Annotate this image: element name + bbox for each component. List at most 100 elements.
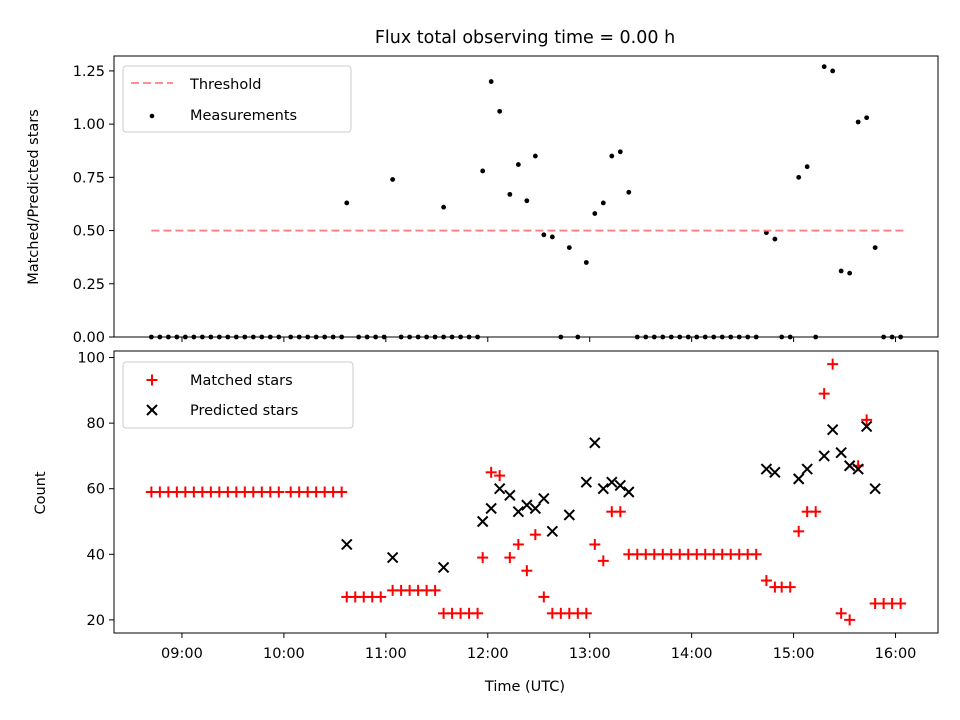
predicted-star-point (623, 486, 635, 498)
bottom-panel: 20 40 60 80 100 09:00 10:00 11:00 12:00 13:00 14:… (33, 350, 939, 695)
x-axis-label: Time (UTC) (484, 679, 565, 695)
predicted-star-point (826, 423, 839, 436)
matched-star-point (750, 548, 762, 560)
predicted-star-point-b (760, 463, 773, 475)
predicted-star-point (818, 450, 830, 462)
legend-measurements-swatch (149, 113, 155, 119)
measurement-point (532, 153, 538, 159)
matched-stars-points (145, 358, 907, 626)
matched-star-point (895, 597, 907, 609)
matched-star-point (844, 614, 856, 626)
legend-threshold-label: Threshold (189, 77, 261, 93)
matched-star-point (375, 591, 387, 603)
predicted-star-point-b (606, 476, 618, 488)
measurement-point (441, 204, 446, 210)
measurement-point (390, 177, 396, 182)
predicted-star-point (512, 505, 525, 518)
matched-star-point (835, 607, 847, 619)
top-y-axis-ticks: 0.00 0.25 0.50 0.75 1.00 1.25 (73, 64, 114, 346)
legend-x-mark (146, 404, 158, 416)
top-legend-box (122, 65, 352, 133)
predicted-star-point (769, 466, 781, 479)
y-tick-label: 0.75 (73, 170, 105, 186)
bottom-y-axis-label: Count (33, 471, 49, 514)
matched-star-point (512, 538, 524, 550)
y-tick-label: 100 (77, 351, 105, 367)
legend-plus-mark (146, 374, 158, 386)
predicted-star-point (606, 476, 618, 488)
measurement-point (626, 189, 632, 195)
x-tick-label: 15:00 (773, 646, 815, 662)
matched-star-point (597, 555, 609, 567)
predicted-star-point-b (589, 437, 601, 449)
bottom-x-axis-ticks: 09:00 10:00 11:00 12:00 13:00 14:00 15:00 16:00 (161, 633, 916, 662)
predicted-star-point (529, 502, 542, 515)
predicted-star-point (614, 479, 626, 492)
measurement-point (617, 149, 623, 155)
measurement-point (872, 245, 878, 250)
matched-star-point (810, 506, 822, 518)
predicted-star-point (801, 463, 813, 475)
matched-star-point (494, 470, 506, 482)
bottom-legend-box (122, 361, 354, 429)
predicted-star-point (493, 483, 506, 495)
predicted-star-point-b (563, 509, 576, 521)
chart-title: Flux total observing time = 0.00 h (375, 28, 675, 48)
matched-star-point (818, 388, 830, 400)
predicted-star-point-b (597, 483, 610, 495)
predicted-star-point (538, 492, 550, 505)
predicted-star-point-b (521, 499, 533, 511)
matched-star-point (485, 466, 497, 478)
x-tick-label: 12:00 (467, 646, 509, 662)
x-tick-label: 13:00 (569, 646, 611, 662)
predicted-star-point-b (860, 420, 873, 433)
predicted-star-point-b (614, 479, 626, 492)
y-tick-label: 0.00 (73, 330, 105, 346)
x-tick-label: 14:00 (671, 646, 713, 662)
legend-matched-swatch (146, 374, 158, 386)
predicted-star-point (504, 489, 516, 501)
measurement-point (488, 79, 494, 84)
matched-star-point (793, 525, 805, 537)
x-tick-label: 16:00 (875, 646, 917, 662)
predicted-star-point-b (485, 502, 497, 515)
measurement-point (830, 68, 836, 74)
predicted-star-point-b (386, 551, 399, 564)
predicted-star-point (760, 463, 773, 475)
matched-star-point (429, 584, 441, 596)
x-tick-label: 10:00 (263, 646, 305, 662)
y-tick-label: 1.25 (73, 64, 105, 80)
predicted-star-point (835, 446, 847, 459)
measurement-point (847, 270, 853, 276)
measurement-point (804, 164, 810, 170)
predicted-star-point (563, 509, 576, 521)
measurement-point (864, 115, 870, 121)
predicted-star-point (386, 551, 399, 564)
measurement-point (855, 119, 861, 125)
predicted-star-point (580, 476, 593, 488)
predicted-star-point-b (769, 466, 781, 479)
predicted-star-point (485, 502, 497, 515)
legend-predicted-swatch (146, 404, 158, 416)
predicted-star-point (476, 515, 489, 528)
matched-star-point (784, 581, 796, 593)
predicted-star-point (341, 538, 353, 551)
predicted-star-point-b (801, 463, 813, 475)
matched-star-point (504, 552, 516, 564)
predicted-star-point-b (623, 486, 635, 498)
matched-star-point (538, 591, 550, 603)
predicted-star-point-b (580, 476, 593, 488)
predicted-star-point (852, 463, 864, 475)
predicted-star-point (589, 437, 601, 449)
matched-star-point (580, 607, 592, 619)
x-tick-label: 09:00 (161, 646, 203, 662)
legend-measurements-label: Measurements (190, 108, 297, 124)
predicted-star-point (597, 483, 610, 495)
predicted-star-point-b (835, 446, 847, 459)
y-tick-label: 60 (87, 482, 105, 498)
predicted-star-point (860, 420, 873, 433)
measurement-point (497, 108, 503, 114)
y-tick-label: 1.00 (73, 117, 105, 133)
top-x-axis-ticks (181, 337, 897, 342)
predicted-star-point-b (512, 505, 525, 518)
